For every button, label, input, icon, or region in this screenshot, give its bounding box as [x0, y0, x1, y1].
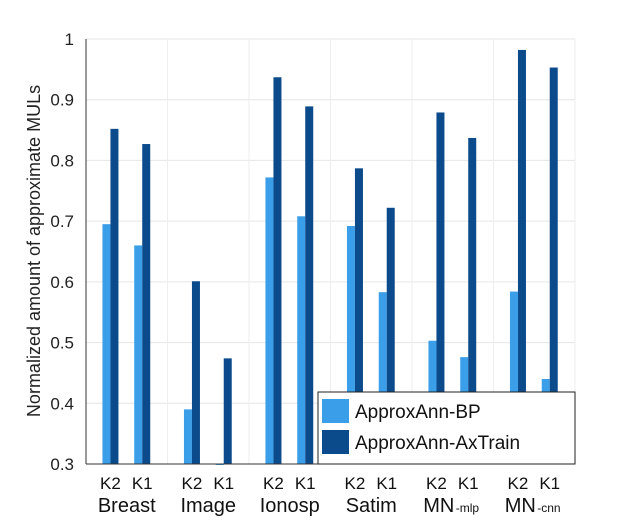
k-label: K2 — [100, 474, 121, 493]
group-label-sub: -cnn — [537, 501, 560, 515]
bar-approxann-axtrain — [386, 207, 395, 465]
bar-approxann-axtrain — [273, 77, 282, 464]
bar-approxann-axtrain — [549, 67, 558, 465]
bar-approxann-bp — [134, 245, 143, 464]
k-label: K1 — [376, 474, 397, 493]
group-label: Breast — [98, 495, 156, 517]
bar-approxann-bp — [297, 216, 306, 464]
legend-label: ApproxAnn-BP — [355, 402, 481, 423]
group-label: MN — [423, 495, 454, 517]
k-label: K2 — [508, 474, 529, 493]
k-label: K1 — [539, 474, 560, 493]
bar-approxann-axtrain — [142, 144, 151, 465]
bar-approxann-axtrain — [191, 281, 200, 464]
group-label: Satim — [346, 495, 397, 517]
bar-approxann-bp — [378, 292, 387, 464]
y-tick-label: 0.3 — [50, 455, 74, 474]
bar-approxann-bp — [265, 177, 274, 464]
bar-approxann-axtrain — [436, 112, 445, 464]
k-label: K2 — [345, 474, 366, 493]
y-tick-label: 0.6 — [50, 273, 74, 292]
legend-swatch — [322, 430, 349, 454]
y-tick-labels: 0.3 0.4 0.5 0.6 0.7 0.8 0.9 1 — [50, 30, 74, 474]
bar-approxann-axtrain — [468, 137, 477, 464]
y-tick-label: 0.4 — [50, 394, 74, 413]
k-label: K1 — [458, 474, 479, 493]
bars — [102, 49, 558, 465]
y-tick-label: 0.9 — [50, 91, 74, 110]
k-label: K2 — [182, 474, 203, 493]
y-tick-label: 0.8 — [50, 151, 74, 170]
legend-label: ApproxAnn-AxTrain — [355, 433, 520, 454]
bar-approxann-axtrain — [223, 358, 232, 464]
group-label: MN — [505, 495, 536, 517]
y-tick-label: 0.7 — [50, 212, 74, 231]
bar-approxann-bp — [102, 224, 111, 464]
group-label: Image — [180, 495, 236, 517]
legend: ApproxAnn-BP ApproxAnn-AxTrain — [317, 391, 576, 465]
bar-approxann-bp — [346, 226, 355, 464]
y-tick-label: 1 — [65, 30, 74, 49]
group-label-sub: -mlp — [456, 501, 480, 515]
k-label: K2 — [263, 474, 284, 493]
k-label: K1 — [213, 474, 234, 493]
bar-approxann-axtrain — [354, 168, 363, 465]
bar-approxann-bp — [183, 409, 192, 464]
group-label: Ionosp — [260, 495, 320, 517]
legend-box — [317, 391, 576, 465]
k-label: K2 — [426, 474, 447, 493]
bar-approxann-axtrain — [110, 128, 119, 464]
legend-swatch — [322, 399, 349, 423]
y-tick-label: 0.5 — [50, 334, 74, 353]
bar-approxann-axtrain — [305, 106, 314, 465]
y-axis-title: Normalized amount of approximate MULs — [24, 85, 44, 417]
k-label: K1 — [132, 474, 153, 493]
bar-approxann-axtrain — [517, 49, 526, 465]
x-labels: K2 K1 Breast K2 K1 Image K2 K1 Ionosp K2 K1 Satim K2… — [98, 474, 561, 517]
k-label: K1 — [295, 474, 316, 493]
bar-approxann-bp — [509, 291, 518, 464]
